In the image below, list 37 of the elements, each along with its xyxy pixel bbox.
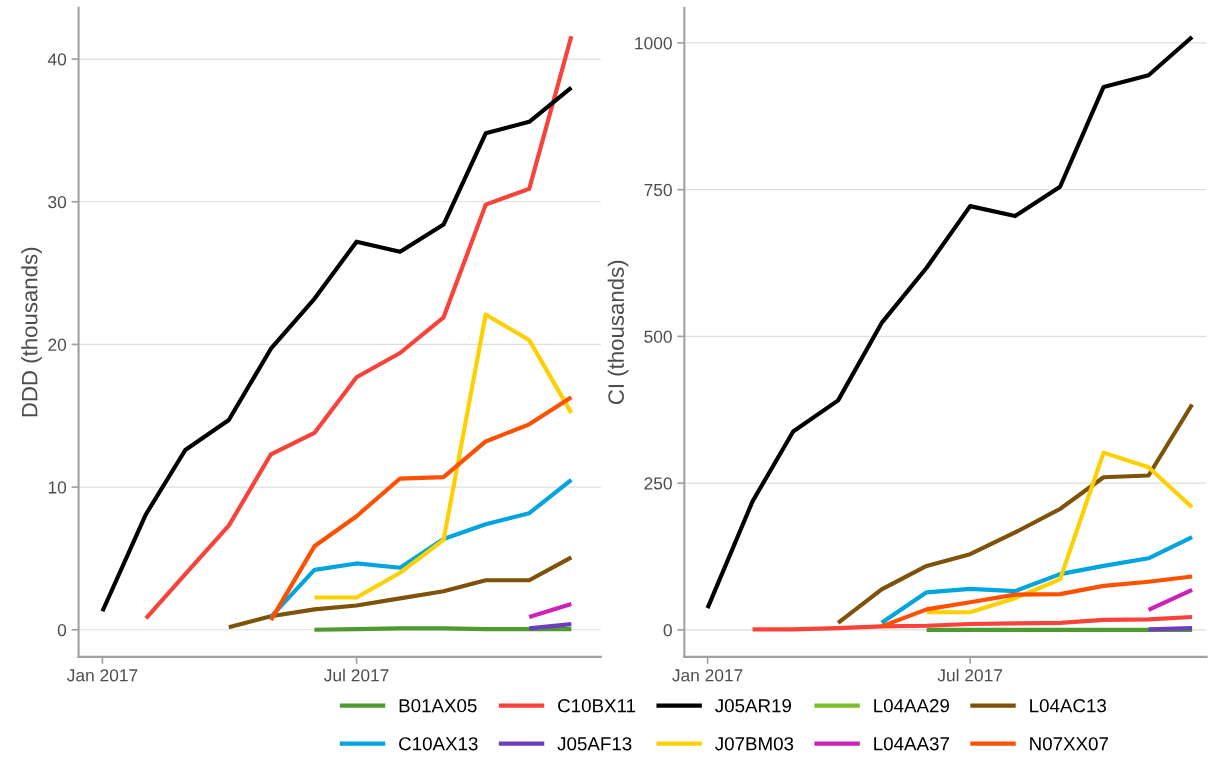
line-series — [879, 574, 1195, 629]
legend-label: C10BX11 — [558, 699, 636, 713]
legend-label: J05AR19 — [715, 699, 792, 713]
x-tick-label: Jan 2017 — [672, 669, 743, 682]
y-tick-label: 0 — [57, 623, 67, 637]
line-series — [226, 555, 574, 630]
line-series — [836, 402, 1195, 625]
legend-label: J07BM03 — [715, 737, 794, 751]
legend-label: J05AF13 — [557, 737, 632, 751]
y-tick-label: 10 — [48, 481, 67, 494]
line-series — [750, 614, 1195, 632]
legend-label: C10AX13 — [399, 737, 478, 751]
line-series — [100, 85, 574, 614]
x-tick-label: Jul 2017 — [937, 668, 1003, 682]
legend-label: L04AC13 — [1030, 699, 1106, 713]
y-tick-label: 0 — [663, 624, 672, 637]
y-axis-title: CI (thousands) — [607, 260, 629, 405]
line-series — [924, 450, 1195, 615]
y-tick-label: 500 — [644, 330, 672, 343]
legend-label: B01AX05 — [399, 699, 477, 713]
y-tick-label: 250 — [644, 477, 672, 490]
legend-label: L04AA29 — [874, 699, 950, 713]
y-tick-label: 750 — [644, 183, 672, 197]
line-series — [268, 395, 574, 623]
y-tick-label: 40 — [47, 53, 67, 66]
y-tick-label: 20 — [48, 338, 67, 351]
line-series — [705, 34, 1195, 611]
line-series — [312, 312, 574, 600]
line-series — [143, 34, 574, 621]
legend-label: L04AA37 — [874, 737, 949, 751]
x-tick-label: Jul 2017 — [324, 668, 389, 682]
y-axis-title: DDD (thousands) — [21, 247, 42, 417]
y-tick-label: 1000 — [635, 37, 672, 50]
legend-label: N07XX07 — [1030, 737, 1108, 751]
y-tick-label: 30 — [48, 195, 67, 209]
line-series — [879, 535, 1195, 625]
x-tick-label: Jan 2017 — [67, 669, 138, 682]
